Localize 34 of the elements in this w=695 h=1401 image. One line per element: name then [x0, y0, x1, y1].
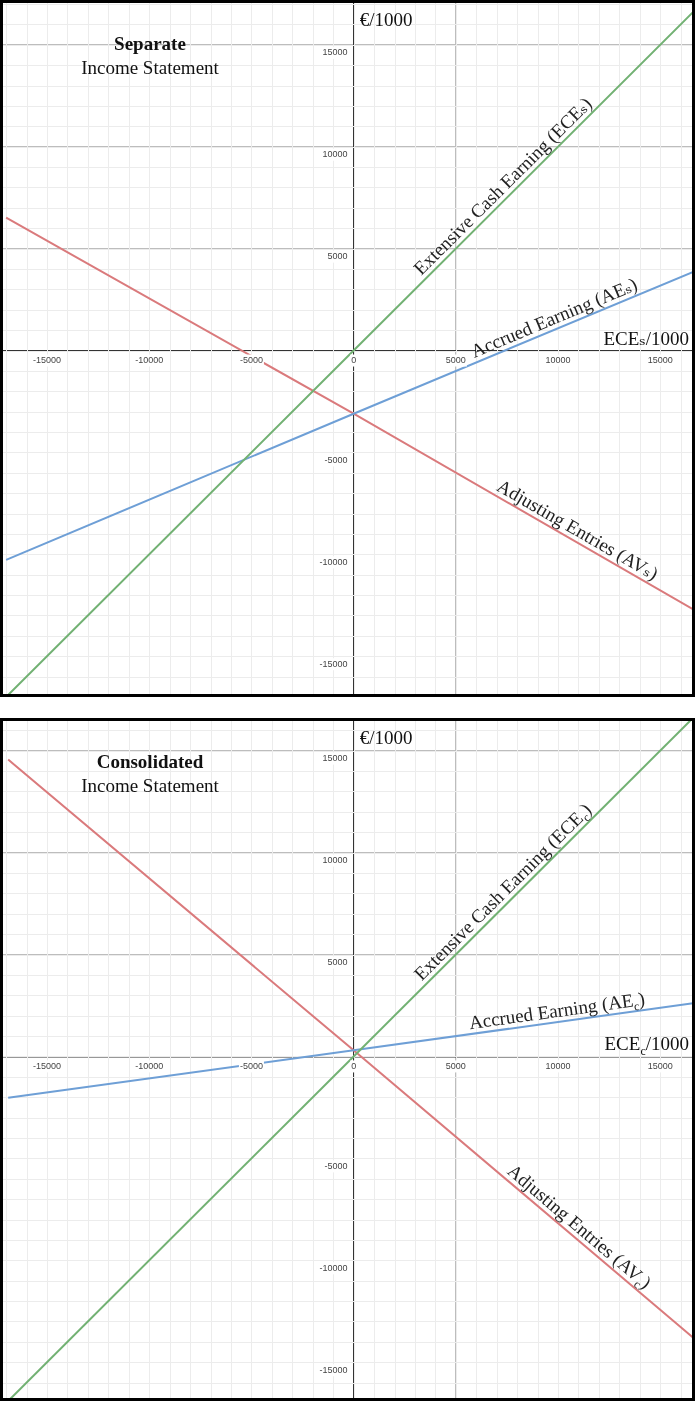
- y-tick-label: 10000: [322, 149, 348, 160]
- text: Separate: [114, 33, 186, 54]
- text: Consolidated: [96, 751, 204, 772]
- x-axis-title: ECEₛ/1000: [603, 327, 690, 349]
- x-tick-label: -10000: [135, 355, 164, 366]
- x-tick-label: 5000: [445, 1060, 466, 1071]
- y-tick-label: -5000: [324, 454, 348, 465]
- y-axis-title: €/1000: [359, 9, 413, 30]
- x-tick-label: 15000: [647, 355, 673, 366]
- x-tick-label: -15000: [33, 1060, 62, 1071]
- x-tick-label: 0: [351, 355, 357, 366]
- y-tick-label: -10000: [319, 556, 348, 567]
- text: Income Statement: [81, 775, 220, 796]
- x-tick-label: 10000: [545, 355, 571, 366]
- x-tick-label: 15000: [647, 1060, 673, 1071]
- x-tick-label: 0: [351, 1060, 357, 1071]
- y-tick-label: -15000: [319, 1364, 348, 1375]
- x-tick-label: -5000: [239, 1060, 263, 1071]
- y-tick-label: 15000: [322, 47, 348, 58]
- x-tick-label: 10000: [545, 1060, 571, 1071]
- y-tick-label: 15000: [322, 753, 348, 764]
- text: Income Statement: [81, 57, 220, 78]
- y-axis-title: €/1000: [359, 727, 413, 748]
- y-tick-label: 5000: [327, 956, 348, 967]
- y-tick-label: -5000: [324, 1160, 348, 1171]
- y-tick-label: -15000: [319, 658, 348, 669]
- y-tick-label: 10000: [322, 855, 348, 866]
- x-tick-label: -15000: [33, 355, 62, 366]
- y-tick-label: -10000: [319, 1262, 348, 1273]
- x-tick-label: -10000: [135, 1060, 164, 1071]
- y-tick-label: 5000: [327, 251, 348, 262]
- text: Accrued Earning (AEc): [467, 987, 647, 1035]
- x-tick-label: 5000: [445, 355, 466, 366]
- x-tick-label: -5000: [239, 355, 263, 366]
